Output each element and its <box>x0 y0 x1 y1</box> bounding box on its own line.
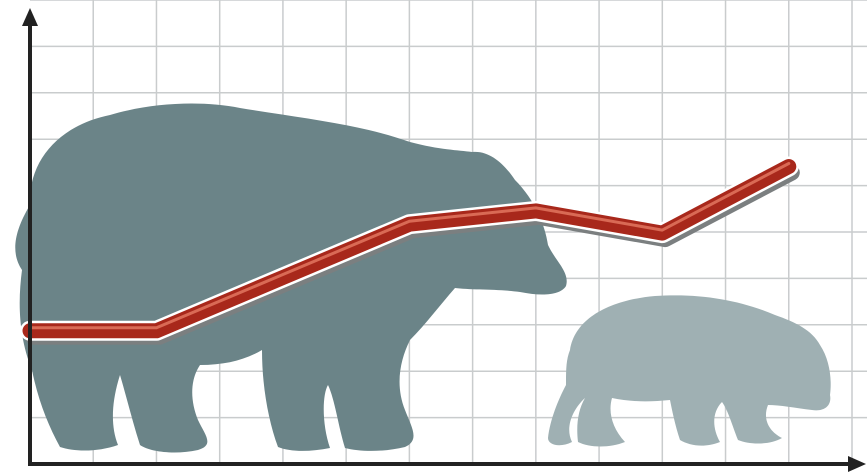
data-point <box>408 223 411 226</box>
series-line-highlight <box>28 162 791 330</box>
x-axis-arrow-icon <box>848 456 866 472</box>
y-axis-arrow-icon <box>22 8 38 26</box>
axes <box>22 8 866 472</box>
small-bear-silhouette-icon <box>548 295 831 447</box>
data-point <box>281 276 284 279</box>
data-point <box>787 165 790 168</box>
data-point <box>661 232 664 235</box>
data-point <box>534 209 537 212</box>
data-point <box>155 329 158 332</box>
series-layer <box>20 156 800 345</box>
